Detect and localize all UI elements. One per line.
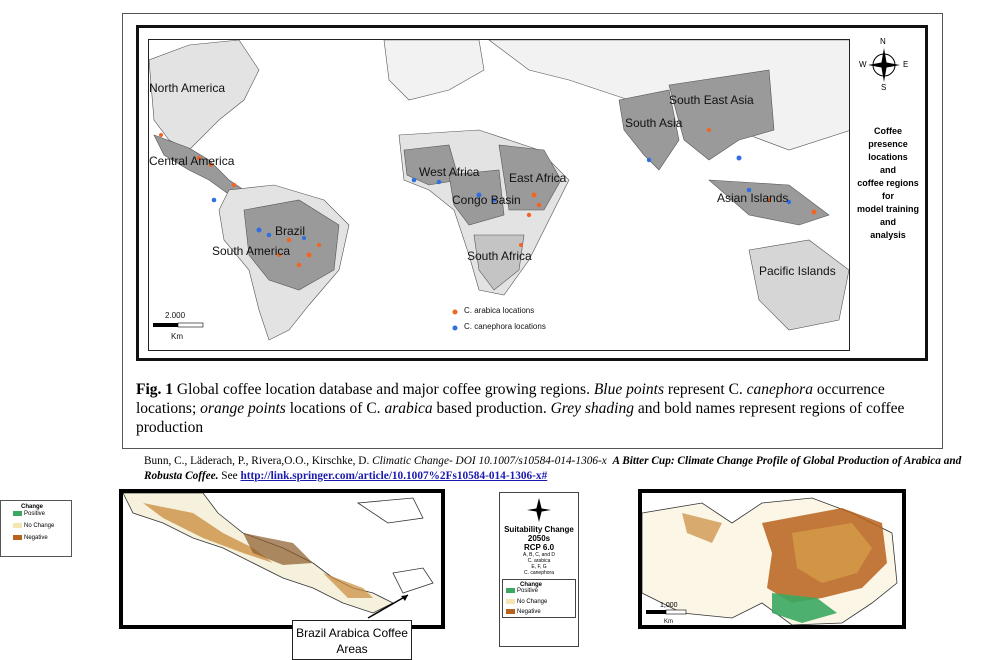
- rcp-sub: C. canephora: [523, 570, 555, 576]
- region-label: East Africa: [509, 171, 567, 185]
- region-label: South America: [212, 244, 291, 258]
- no-change-label: No Change: [517, 599, 548, 606]
- rcp-sub: A, B, C, and D: [523, 552, 555, 558]
- positive-label: Positive: [517, 588, 539, 595]
- side-title-line: for: [882, 191, 894, 201]
- caption-italic: canephora: [746, 381, 813, 398]
- no-change-label: No Change: [24, 523, 55, 530]
- compass-e: E: [903, 60, 909, 69]
- side-title-line: and: [879, 165, 896, 175]
- negative-swatch: [13, 535, 22, 541]
- compass-n: N: [880, 37, 886, 46]
- caption-text: occurrence locations;: [136, 381, 885, 417]
- citation-title: A Bitter Cup: Climate Change Profile of …: [144, 455, 962, 482]
- rcp-sub: E, F, G: [531, 564, 547, 570]
- side-title-line: coffee regions: [857, 178, 919, 188]
- side-title-line: model training: [856, 204, 919, 214]
- rcp-change-title: Change: [520, 582, 543, 588]
- side-title-line: analysis: [870, 230, 906, 240]
- side-title-line: locations: [868, 152, 908, 162]
- rcp-sub: C. arabica: [527, 558, 551, 564]
- scale-unit: Km: [171, 332, 183, 341]
- caption-text: locations of C.: [285, 400, 385, 417]
- caption-italic: orange points: [200, 400, 286, 417]
- side-title-line: presence: [868, 139, 908, 149]
- region-label: Congo Basin: [452, 193, 521, 207]
- region-label: Central America: [149, 154, 235, 168]
- rcp-change-legend: Change Positive No Change Negative: [502, 579, 576, 619]
- brazil-arabica-callout: Brazil Arabica Coffee Areas: [292, 620, 412, 660]
- brazil-scale-unit: Km: [664, 619, 673, 625]
- citation-see: See: [218, 470, 241, 482]
- caption-italic: arabica: [384, 400, 433, 417]
- figure-caption: Fig. 1 Global coffee location database a…: [136, 380, 936, 437]
- region-label: Brazil: [275, 224, 306, 238]
- caption-italic: Blue points: [593, 381, 665, 398]
- region-label: South Africa: [467, 249, 532, 263]
- citation-authors: Bunn, C., Läderach, P., Rivera,O.O., Kir…: [144, 455, 373, 467]
- positive-swatch: [13, 511, 22, 516]
- caption-text: represent C.: [664, 381, 747, 398]
- citation: Bunn, C., Läderach, P., Rivera,O.O., Kir…: [144, 454, 964, 484]
- brazil-change-map: 1,000 Km: [638, 489, 906, 629]
- compass-w: W: [859, 60, 867, 69]
- change-legend-title: Change: [21, 504, 44, 510]
- compass-rose-icon: N S E W: [859, 37, 909, 92]
- caption-italic: Grey shading: [550, 400, 634, 417]
- side-title-line: Coffee: [873, 126, 902, 136]
- legend-arabica-label: C. arabica locations: [464, 306, 535, 315]
- region-label: North America: [149, 81, 226, 95]
- caption-text: based production.: [432, 400, 551, 417]
- scale-value: 2.000: [165, 311, 186, 320]
- region-label: South Asia: [625, 116, 683, 130]
- change-legend: Change Positive No Change Negative: [0, 500, 72, 557]
- negative-swatch: [506, 609, 515, 615]
- compass-s: S: [881, 83, 887, 92]
- citation-journal: Climatic Change- DOI 10.1007/s10584-014-…: [372, 455, 607, 467]
- rcp-title: Suitability Change: [504, 525, 574, 534]
- brazil-scale-value: 1,000: [660, 602, 678, 609]
- rcp-compass-icon: [500, 497, 578, 525]
- world-map-svg: [149, 40, 849, 341]
- rcp-period: 2050s: [527, 534, 551, 543]
- citation-link[interactable]: http://link.springer.com/article/10.1007…: [240, 470, 548, 482]
- caption-text: and bold names represent regions of coff…: [136, 400, 905, 436]
- rcp-scenario: RCP 6.0: [523, 543, 555, 552]
- negative-label: Negative: [517, 609, 541, 616]
- region-label: South East Asia: [669, 93, 754, 107]
- region-label: West Africa: [419, 165, 480, 179]
- caption-text: Global coffee location database and majo…: [173, 381, 594, 398]
- rcp-legend: Suitability Change 2050s RCP 6.0 A, B, C…: [499, 492, 579, 647]
- side-title: Coffee presence locations and coffee reg…: [852, 125, 924, 265]
- positive-swatch: [506, 588, 515, 593]
- caption-fig: Fig. 1: [136, 381, 174, 398]
- no-change-swatch: [506, 599, 515, 605]
- figure-frame: [122, 13, 943, 449]
- no-change-swatch: [13, 523, 22, 529]
- central-america-change-map: [119, 489, 445, 629]
- side-title-line: and: [879, 217, 896, 227]
- legend-canephora-label: C. canephora locations: [464, 322, 546, 331]
- region-label: Pacific Islands: [759, 264, 836, 278]
- region-label: Asian Islands: [717, 191, 789, 205]
- positive-label: Positive: [24, 511, 46, 518]
- world-map: North America Central America South Amer…: [148, 39, 850, 351]
- negative-label: Negative: [24, 535, 48, 542]
